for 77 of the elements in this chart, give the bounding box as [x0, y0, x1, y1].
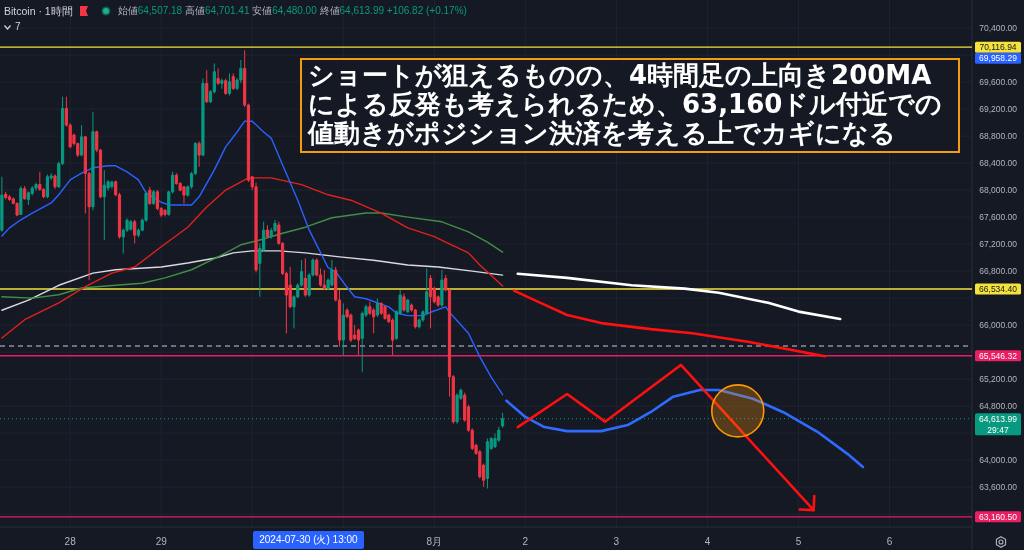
candlestick	[53, 174, 57, 190]
x-tick-label: 8月	[426, 535, 443, 547]
annotation: ショートが狙えるものの、4時間足の上向き200MAによる反発も考えられるため、63,160ドル付近での値動きがポジション決済を考える上でカギになる	[300, 58, 960, 153]
candlestick	[428, 274, 433, 329]
y-tick-label: 66,000.00	[979, 320, 1018, 331]
y-tick-label: 67,200.00	[979, 239, 1018, 250]
y-tick-label: 63,600.00	[979, 482, 1018, 493]
candlestick	[205, 69, 209, 104]
x-tick-label: 3	[613, 535, 620, 547]
candlestick	[440, 269, 444, 308]
line-series	[516, 272, 842, 321]
candlestick	[201, 77, 205, 157]
candlestick	[148, 186, 152, 206]
candlestick	[26, 190, 31, 206]
candlestick	[7, 194, 12, 202]
candlestick	[231, 72, 235, 91]
candlestick	[303, 257, 307, 298]
text: 始値64,507.18 高値64,701.41 安値64,480.00 終値64,613.99 +106.82 (+0.17%)	[117, 5, 467, 16]
candlestick	[129, 219, 133, 232]
candlestick	[0, 176, 4, 233]
candlestick	[402, 292, 406, 313]
candlestick	[375, 297, 380, 318]
candlestick	[4, 191, 8, 200]
y-tick-label: 69,600.00	[979, 77, 1018, 88]
candlestick	[102, 169, 106, 241]
y-tick-label: 70,400.00	[979, 23, 1018, 34]
line-series	[512, 289, 827, 358]
y-tick-label: 69,200.00	[979, 104, 1018, 115]
candlestick	[197, 140, 201, 168]
ref-line-label: 70,116.94	[979, 42, 1017, 53]
candlestick	[406, 298, 410, 314]
annotation: 7	[15, 21, 21, 33]
candlestick	[216, 67, 220, 86]
y-tick-label: 66,800.00	[979, 266, 1018, 277]
line-series	[1, 212, 504, 299]
text: 69,958.29	[979, 53, 1018, 64]
y-tick-label: 68,400.00	[979, 158, 1018, 169]
x-tick-label: 4	[704, 535, 711, 547]
y-tick-label: 68,000.00	[979, 185, 1018, 196]
candlestick	[356, 327, 361, 356]
candlestick	[34, 182, 38, 192]
candlestick	[91, 111, 95, 211]
ref-line-label: 64,613.99	[979, 413, 1018, 424]
candlestick	[379, 301, 383, 316]
y-tick-label: 68,800.00	[979, 131, 1018, 142]
y-tick-label: 64,000.00	[979, 455, 1018, 466]
candlestick	[390, 317, 395, 356]
x-tick-label: 2	[522, 535, 529, 547]
candlestick	[133, 219, 137, 244]
line-series	[1, 177, 504, 339]
candlestick	[227, 72, 232, 97]
candlestick	[19, 185, 23, 216]
x-tick-label: 28	[64, 535, 77, 547]
ref-line-label: 66,534.40	[979, 284, 1018, 295]
candlestick	[341, 302, 345, 356]
candlestick	[220, 78, 224, 90]
y-tick-label: 64,800.00	[979, 401, 1018, 412]
candlestick	[322, 269, 326, 291]
candlestick	[15, 201, 19, 217]
candlestick	[330, 259, 334, 288]
ref-line-label: 63,160.50	[979, 511, 1018, 522]
x-tick-label: 5	[795, 535, 802, 547]
candlestick	[110, 180, 114, 190]
ref-line-label: 65,546.32	[979, 350, 1018, 361]
candlestick	[265, 224, 270, 239]
candlestick	[182, 185, 186, 205]
x-tick-label: 6	[886, 535, 893, 547]
line-series	[1, 250, 504, 311]
y-tick-label: 67,600.00	[979, 212, 1018, 223]
candlestick	[163, 208, 167, 217]
candlestick	[79, 124, 84, 157]
text: 29:47	[987, 424, 1009, 435]
y-tick-label: 65,200.00	[979, 374, 1018, 385]
candlestick	[383, 305, 387, 321]
text: 2024-07-30 (火) 13:00	[253, 531, 364, 549]
x-tick-label: 29	[155, 535, 168, 547]
text: Bitcoin · 1時間	[4, 4, 73, 18]
